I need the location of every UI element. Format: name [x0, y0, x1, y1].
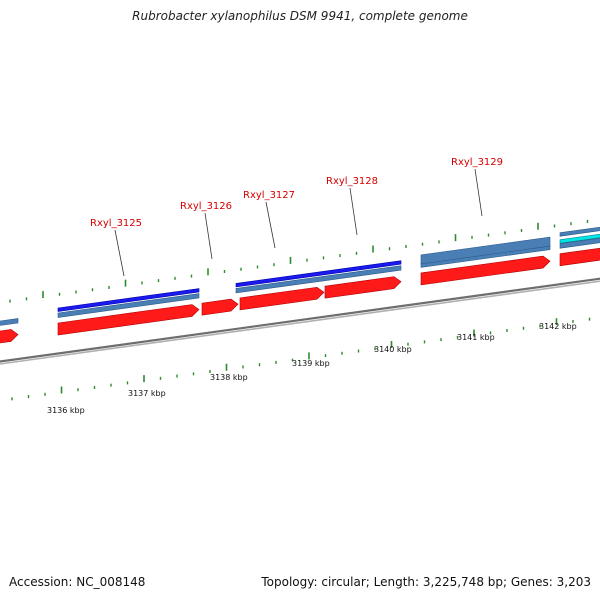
gene-leader-line [114, 229, 125, 277]
gene-label[interactable]: Rxyl_3128 [326, 176, 378, 187]
cds-arrow[interactable] [0, 329, 19, 344]
cds-arrow[interactable] [324, 276, 402, 299]
gene-label[interactable]: Rxyl_3127 [243, 190, 295, 201]
backbone-line [0, 277, 600, 363]
gene-leader-line [349, 187, 358, 236]
gene-label[interactable]: Rxyl_3125 [90, 218, 142, 229]
gene-bar[interactable] [0, 318, 19, 327]
cds-arrow[interactable] [559, 247, 600, 267]
cds-arrow[interactable] [239, 286, 325, 311]
map-title: Rubrobacter xylanophilus DSM 9941, compl… [132, 9, 468, 23]
ruler-label: 3139 kbp [292, 359, 330, 368]
ruler-label: 3137 kbp [128, 389, 166, 398]
gene-bar[interactable] [235, 265, 402, 294]
feature-bar-blue[interactable] [57, 288, 200, 312]
gene-label[interactable]: Rxyl_3129 [451, 157, 503, 168]
feature-bar-cyan[interactable] [559, 233, 600, 244]
ruler-label: 3142 kbp [539, 322, 577, 331]
gene-bar-3129[interactable] [420, 236, 551, 265]
backbone-shadow [0, 280, 600, 365]
cds-arrow[interactable] [57, 304, 200, 336]
gene-leader-line [204, 212, 213, 260]
gene-label[interactable]: Rxyl_3126 [180, 201, 232, 212]
feature-bar-blue[interactable] [235, 260, 402, 288]
gene-bar[interactable] [559, 237, 600, 249]
gene-leader-line [265, 201, 276, 249]
accession-label: Accession: NC_008148 [9, 575, 146, 589]
genome-summary-label: Topology: circular; Length: 3,225,748 bp… [261, 575, 591, 589]
ruler-label: 3136 kbp [47, 406, 85, 415]
cds-arrow[interactable] [420, 255, 551, 286]
ruler-label: 3138 kbp [210, 373, 248, 382]
cds-arrow[interactable] [201, 298, 239, 316]
ruler-label: 3140 kbp [374, 345, 412, 354]
gene-bar[interactable] [57, 293, 200, 318]
ruler-label: 3141 kbp [457, 333, 495, 342]
gene-leader-line [474, 168, 483, 217]
gene-bar[interactable] [559, 226, 600, 237]
